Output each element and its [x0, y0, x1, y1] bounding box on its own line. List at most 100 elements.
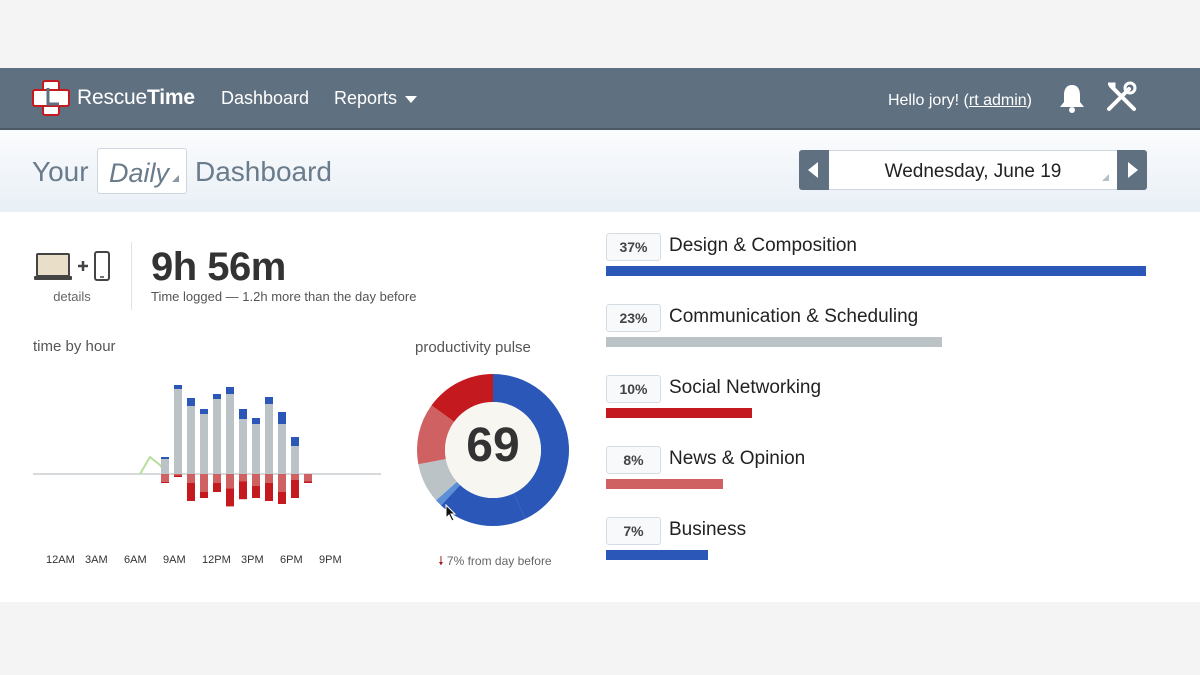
dashboard-header: Your Daily Dashboard Wednesday, June 19 — [0, 130, 1200, 212]
category-percent: 8% — [606, 446, 661, 474]
hour-bar-distracting[interactable] — [213, 474, 221, 483]
hour-bar-productive[interactable] — [265, 397, 273, 404]
time-by-hour-chart[interactable] — [30, 362, 390, 532]
category-row[interactable]: 7% Business — [606, 517, 1156, 577]
category-name[interactable]: Social Networking — [669, 377, 822, 398]
hour-bar-productive[interactable] — [187, 406, 195, 474]
hour-bar-productive[interactable] — [161, 459, 169, 474]
productivity-pulse-label: productivity pulse — [415, 339, 531, 356]
hour-bar-distracting[interactable] — [291, 474, 299, 480]
category-bar — [606, 550, 708, 560]
category-name[interactable]: News & Opinion — [669, 448, 806, 469]
category-row[interactable]: 37% Design & Composition — [606, 233, 1156, 293]
hour-bar-distracting[interactable] — [226, 474, 234, 489]
hour-bar-productive[interactable] — [278, 412, 286, 424]
hour-bar-distracting[interactable] — [161, 481, 169, 483]
time-logged-subtitle: Time logged — 1.2h more than the day bef… — [151, 289, 417, 304]
pulse-segment — [435, 481, 461, 506]
top-navbar: RescueTime Dashboard Reports Hello jory!… — [0, 68, 1200, 130]
hour-bar-productive[interactable] — [200, 414, 208, 474]
hour-bar-productive[interactable] — [226, 387, 234, 394]
user-greeting: Hello jory! (rt admin) — [887, 92, 1032, 109]
category-row[interactable]: 8% News & Opinion — [606, 446, 1156, 506]
hour-bar-distracting[interactable] — [200, 474, 208, 492]
hour-bar-productive[interactable] — [200, 409, 208, 414]
hour-bar-distracting[interactable] — [200, 492, 208, 498]
account-link[interactable]: rt admin — [968, 92, 1027, 109]
productivity-pulse-chart[interactable] — [415, 372, 571, 528]
hour-bar-productive[interactable] — [213, 394, 221, 399]
category-percent: 7% — [606, 517, 661, 545]
hour-bar-productive[interactable] — [161, 457, 169, 459]
hour-bar-productive[interactable] — [291, 437, 299, 446]
pulse-change-text: 7% from day before — [446, 554, 552, 568]
page-title-suffix: Dashboard — [195, 156, 332, 187]
x-tick-label: 12AM — [46, 554, 75, 566]
dropdown-corner-icon — [172, 175, 179, 182]
hour-bar-distracting[interactable] — [291, 480, 299, 498]
hour-bar-productive[interactable] — [291, 446, 299, 474]
hour-bar-distracting[interactable] — [239, 474, 247, 482]
hour-bar-distracting[interactable] — [213, 483, 221, 492]
hour-bar-distracting[interactable] — [304, 481, 312, 483]
hour-bar-productive[interactable] — [252, 424, 260, 474]
dropdown-corner-icon — [1102, 174, 1109, 181]
details-link[interactable]: details — [53, 289, 91, 304]
hour-bar-distracting[interactable] — [304, 474, 312, 482]
hour-bar-distracting[interactable] — [252, 474, 260, 486]
previous-day-button[interactable] — [799, 150, 829, 190]
category-name[interactable]: Business — [669, 519, 747, 540]
hour-bar-distracting[interactable] — [278, 474, 286, 492]
x-tick-label: 6AM — [124, 554, 147, 566]
period-select[interactable]: Daily — [97, 148, 187, 194]
hour-bar-distracting[interactable] — [278, 492, 286, 504]
hour-bar-productive[interactable] — [278, 424, 286, 474]
pulse-segment — [418, 458, 457, 501]
hour-bar-productive[interactable] — [187, 398, 195, 406]
hour-bar-productive[interactable] — [252, 418, 260, 424]
hour-bar-distracting[interactable] — [239, 481, 247, 500]
hour-bar-distracting[interactable] — [265, 483, 273, 501]
hour-bar-distracting[interactable] — [187, 483, 195, 501]
next-day-button[interactable] — [1117, 150, 1147, 190]
date-picker[interactable]: Wednesday, June 19 — [829, 150, 1117, 190]
hour-bar-distracting[interactable] — [187, 474, 195, 483]
page-title-prefix: Your — [32, 156, 89, 187]
hour-bar-productive[interactable] — [226, 394, 234, 474]
hour-bar-productive[interactable] — [239, 419, 247, 474]
tools-icon[interactable] — [1104, 80, 1140, 116]
x-tick-label: 9PM — [319, 554, 342, 566]
hour-bar-productive[interactable] — [174, 389, 182, 474]
pulse-segment — [431, 374, 493, 422]
mouse-cursor-icon — [445, 504, 457, 522]
hour-bar-distracting[interactable] — [161, 474, 169, 482]
divider — [131, 242, 132, 310]
category-percent: 10% — [606, 375, 661, 403]
bell-icon[interactable] — [1054, 80, 1090, 116]
dashboard-main: details 9h 56m Time logged — 1.2h more t… — [0, 212, 1200, 602]
hour-bar-productive[interactable] — [174, 385, 182, 389]
time-by-hour-label: time by hour — [33, 338, 116, 355]
category-percent: 37% — [606, 233, 661, 261]
nav-dashboard-link[interactable]: Dashboard — [221, 88, 310, 108]
category-name[interactable]: Design & Composition — [669, 235, 857, 256]
devices-icon[interactable] — [34, 249, 114, 289]
category-row[interactable]: 10% Social Networking — [606, 375, 1156, 435]
x-tick-label: 3PM — [241, 554, 264, 566]
hour-bar-productive[interactable] — [213, 399, 221, 474]
hour-bar-distracting[interactable] — [252, 486, 260, 498]
hour-bar-distracting[interactable] — [226, 488, 234, 507]
nav-reports-dropdown[interactable]: Reports — [334, 88, 418, 109]
date-navigator: Wednesday, June 19 — [799, 150, 1147, 190]
hour-bar-productive[interactable] — [265, 404, 273, 474]
hour-bar-distracting[interactable] — [265, 474, 273, 483]
category-row[interactable]: 23% Communication & Scheduling — [606, 304, 1156, 364]
x-tick-label: 12PM — [202, 554, 231, 566]
hour-bar-productive[interactable] — [239, 409, 247, 419]
hour-bar-distracting[interactable] — [174, 475, 182, 477]
category-name[interactable]: Communication & Scheduling — [669, 306, 919, 327]
x-tick-label: 6PM — [280, 554, 303, 566]
category-bar — [606, 266, 1146, 276]
hour-bar-distracting[interactable] — [174, 474, 182, 476]
rescuetime-logo[interactable]: RescueTime — [31, 78, 195, 118]
